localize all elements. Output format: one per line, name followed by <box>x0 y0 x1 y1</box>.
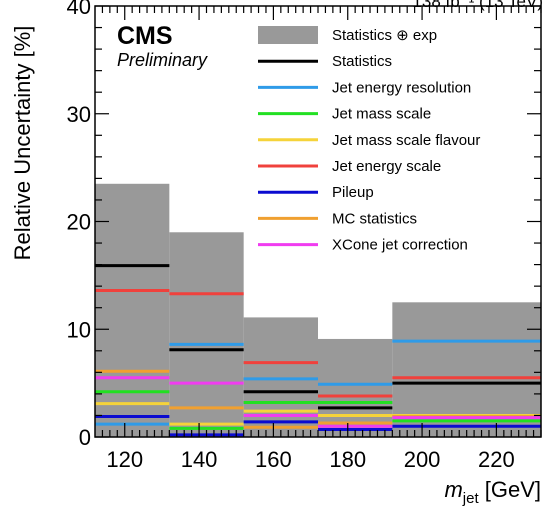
axis-tick-labels: 0 10 20 30 40 120 140 160 180 200 220 <box>67 0 515 472</box>
legend-label: Pileup <box>332 184 374 201</box>
y-tick-label: 10 <box>67 317 91 342</box>
total-uncertainty-bar <box>169 232 244 437</box>
x-axis-title: mjet [GeV] <box>444 477 541 506</box>
x-tick-label: 180 <box>329 447 366 472</box>
total-uncertainty-bar <box>95 183 170 437</box>
legend-swatch-total <box>258 26 318 44</box>
x-tick-label: 120 <box>106 447 143 472</box>
legend-label: Jet energy resolution <box>332 79 471 96</box>
legend-label: XCone jet correction <box>332 237 468 254</box>
legend-label: Jet mass scale <box>332 106 431 123</box>
x-tick-label: 220 <box>478 447 515 472</box>
x-axis-title-sub: jet <box>462 490 480 506</box>
legend-label: MC statistics <box>332 210 417 227</box>
plot-lines <box>95 264 541 437</box>
x-axis-title-var: m <box>444 477 462 502</box>
y-tick-label: 20 <box>67 210 91 235</box>
y-tick-label: 40 <box>67 0 91 19</box>
total-uncertainty-bar <box>318 338 393 437</box>
legend-label: Statistics ⊕ exp <box>332 27 437 44</box>
y-tick-label: 30 <box>67 102 91 127</box>
plot-bars <box>95 183 541 437</box>
cms-label: CMS <box>117 22 173 50</box>
y-axis-title: Relative Uncertainty [%] <box>10 26 35 261</box>
x-tick-label: 160 <box>255 447 292 472</box>
total-uncertainty-bar <box>243 317 318 437</box>
cms-preliminary-label: Preliminary <box>117 50 208 70</box>
x-tick-label: 200 <box>404 447 441 472</box>
legend-label: Jet mass scale flavour <box>332 132 480 149</box>
x-tick-label: 140 <box>181 447 218 472</box>
legend-label: Jet energy scale <box>332 158 441 175</box>
legend: Statistics ⊕ exp Statistics Jet energy res… <box>258 26 480 254</box>
header-right-text: 138 fb⁻¹ (13 TeV) <box>412 0 543 11</box>
y-tick-label: 0 <box>79 425 91 450</box>
axis-ticks <box>95 5 542 438</box>
legend-label: Statistics <box>332 53 392 70</box>
x-axis-title-unit: [GeV] <box>479 477 541 502</box>
